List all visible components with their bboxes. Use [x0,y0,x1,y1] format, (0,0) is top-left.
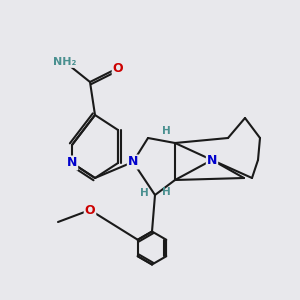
Text: N: N [67,157,77,169]
Text: O: O [113,61,123,74]
Text: NH₂: NH₂ [53,57,77,67]
Text: H: H [140,188,148,199]
Text: N: N [207,154,217,166]
Text: O: O [85,203,95,217]
Text: H: H [162,126,170,136]
Text: H: H [162,187,170,196]
Text: N: N [128,155,138,169]
